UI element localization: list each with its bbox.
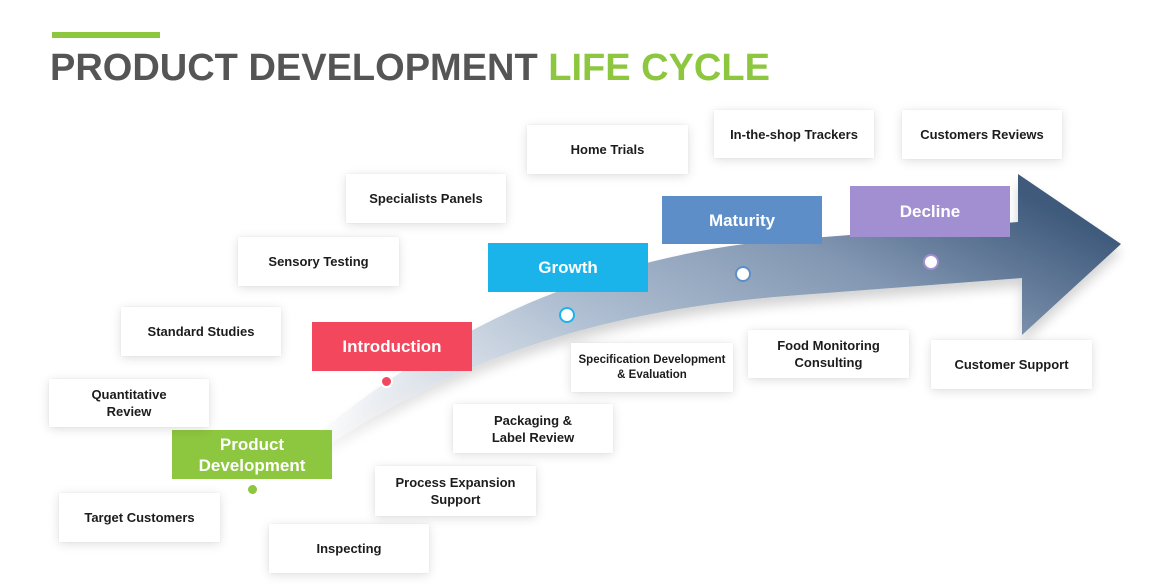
card-customer-support: Customer Support [931, 340, 1092, 389]
stage-maturity-label: Maturity [708, 210, 776, 230]
marker-product-development [246, 483, 259, 496]
card-specialists-panels-label: Specialists Panels [369, 191, 483, 206]
title-part-gray: PRODUCT DEVELOPMENT [50, 47, 549, 89]
card-customers-reviews-label: Customers Reviews [920, 127, 1044, 142]
title-part-green: LIFE CYCLE [548, 47, 770, 89]
card-home-trials-label: Home Trials [570, 142, 645, 157]
title-accent-bar [52, 32, 160, 38]
card-food-monitoring-consulting: Food Monitoring Consulting [748, 330, 909, 378]
card-home-trials: Home Trials [527, 125, 688, 174]
marker-introduction [380, 375, 393, 388]
card-packaging-label-review: Packaging & Label Review [453, 404, 613, 453]
card-customer-support-label: Customer Support [954, 357, 1069, 372]
stage-introduction-label: Introduction [342, 337, 442, 356]
stage-growth-label: Growth [538, 258, 598, 277]
card-customers-reviews: Customers Reviews [902, 110, 1062, 159]
card-packaging-label-review-label: Packaging & Label Review [491, 412, 575, 445]
marker-growth [559, 307, 575, 323]
card-standard-studies-label: Standard Studies [147, 324, 255, 339]
stage-product-development: Product Development [172, 430, 332, 479]
card-target-customers-label: Target Customers [84, 510, 195, 525]
card-in-the-shop-trackers-label: In-the-shop Trackers [730, 126, 858, 142]
stage-decline: Decline [850, 186, 1010, 237]
card-sensory-testing: Sensory Testing [238, 237, 399, 286]
card-sensory-testing-label: Sensory Testing [268, 254, 369, 269]
card-specification-development-label: Specification Development & Evaluation [578, 353, 726, 381]
marker-maturity [735, 266, 751, 282]
card-specialists-panels: Specialists Panels [346, 174, 506, 223]
card-specification-development: Specification Development & Evaluation [571, 343, 733, 392]
card-inspecting: Inspecting [269, 524, 429, 573]
stage-growth: Growth [488, 243, 648, 292]
card-quantitative-review-label: Quantitative Review [91, 387, 167, 419]
card-in-the-shop-trackers: In-the-shop Trackers [714, 110, 874, 158]
stage-product-development-label: Product Development [198, 434, 306, 475]
card-target-customers: Target Customers [59, 493, 220, 542]
card-process-expansion-support-label: Process Expansion Support [395, 475, 516, 507]
card-food-monitoring-consulting-label: Food Monitoring Consulting [777, 338, 880, 370]
card-standard-studies: Standard Studies [121, 307, 281, 356]
card-inspecting-label: Inspecting [316, 541, 382, 556]
stage-decline-label: Decline [899, 202, 961, 221]
arrow-body [228, 174, 1121, 518]
stage-introduction: Introduction [312, 322, 472, 371]
stage-maturity: Maturity [662, 196, 822, 244]
card-quantitative-review: Quantitative Review [49, 379, 209, 427]
page-title: PRODUCT DEVELOPMENT LIFE CYCLE [50, 45, 770, 91]
marker-decline [923, 254, 939, 270]
card-process-expansion-support: Process Expansion Support [375, 466, 536, 516]
